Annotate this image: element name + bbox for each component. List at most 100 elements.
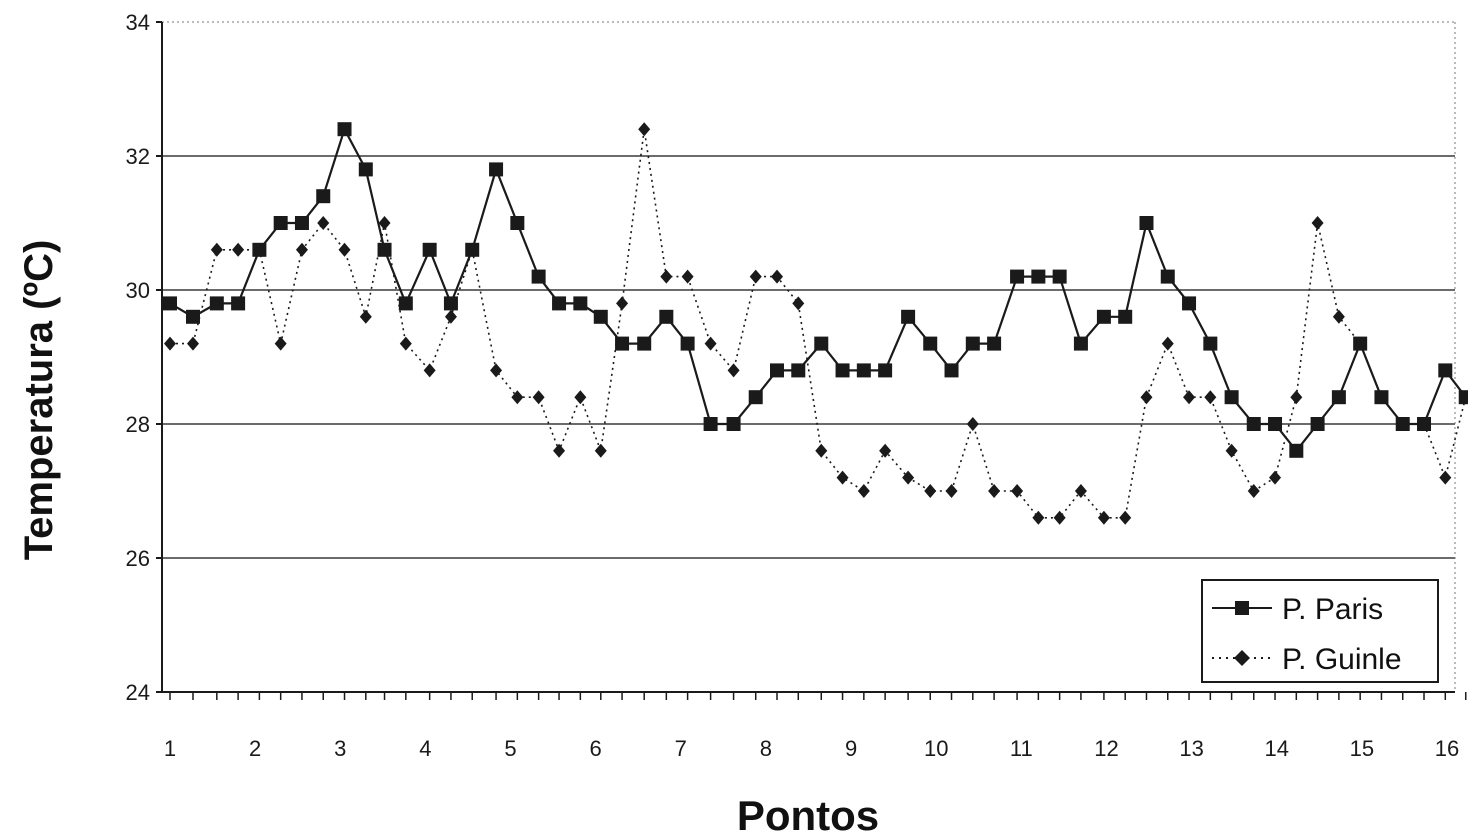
data-point-square — [814, 336, 829, 351]
data-point-diamond — [553, 443, 566, 458]
data-point-square — [573, 296, 588, 311]
x-tick-label: 13 — [1179, 736, 1203, 761]
data-point-square — [856, 363, 871, 378]
data-point-square — [1052, 269, 1067, 284]
data-point-diamond — [186, 336, 199, 351]
data-point-square — [878, 363, 893, 378]
data-point-square — [1438, 363, 1453, 378]
data-point-square — [726, 417, 741, 431]
data-point-diamond — [638, 122, 651, 137]
y-tick-label: 30 — [126, 278, 150, 303]
data-point-diamond — [1332, 309, 1345, 324]
data-point-diamond — [594, 443, 607, 458]
data-point-square — [489, 162, 504, 177]
data-point-diamond — [1140, 390, 1153, 405]
x-tick-label: 4 — [419, 736, 431, 761]
data-point-square — [770, 363, 785, 378]
data-point-square — [377, 242, 392, 257]
horizontal-gridlines — [162, 155, 1455, 559]
data-point-diamond — [444, 309, 457, 324]
data-point-diamond — [1354, 336, 1367, 351]
data-point-diamond — [274, 336, 287, 351]
data-point-diamond — [1074, 484, 1087, 498]
data-point-diamond — [792, 296, 805, 311]
data-point-square — [209, 296, 224, 311]
data-point-square — [316, 189, 331, 204]
data-point-square — [1073, 336, 1088, 351]
data-point-diamond — [1225, 443, 1238, 458]
data-point-square — [337, 122, 352, 137]
data-point-diamond — [771, 269, 784, 284]
y-tick-label: 26 — [126, 546, 150, 571]
series-0 — [163, 122, 1468, 458]
data-point-square — [791, 363, 806, 378]
x-tick-label: 5 — [504, 736, 516, 761]
data-point-square — [1096, 309, 1111, 324]
legend-guinle-label: P. Guinle — [1282, 643, 1402, 676]
data-point-diamond — [616, 296, 629, 311]
x-tick-label: 9 — [845, 736, 857, 761]
data-point-square — [593, 309, 608, 324]
data-point-diamond — [660, 269, 673, 284]
x-tick-label: 15 — [1350, 736, 1374, 761]
data-point-diamond — [1290, 390, 1303, 405]
data-point-square — [1310, 417, 1325, 431]
data-point-square — [510, 216, 525, 230]
data-point-square — [294, 216, 309, 230]
y-tick-label: 32 — [126, 144, 150, 169]
data-point-square — [1203, 336, 1218, 351]
data-point-square — [1031, 269, 1046, 284]
data-point-diamond — [966, 417, 979, 431]
y-tick-label: 34 — [126, 10, 150, 35]
data-point-square — [398, 296, 413, 311]
y-axis-title: Temperatura (ºC) — [17, 240, 61, 561]
data-point-diamond — [1311, 216, 1324, 230]
data-point-diamond — [1119, 510, 1132, 525]
series-line — [170, 129, 1467, 519]
data-point-square — [835, 363, 850, 378]
data-point-diamond — [574, 390, 587, 405]
data-point-square — [1289, 443, 1304, 458]
x-axis-tick-labels: 1 2 3 4 5 6 7 8 9 10 11 12 13 14 15 16 — [164, 736, 1459, 761]
data-point-square — [1331, 390, 1346, 405]
data-point-diamond — [490, 363, 503, 378]
data-point-diamond — [164, 336, 176, 351]
data-point-square — [358, 162, 373, 177]
x-tick-label: 16 — [1435, 736, 1459, 761]
series-1 — [164, 122, 1468, 525]
legend-guinle-marker — [1234, 650, 1250, 666]
data-point-diamond — [902, 470, 915, 485]
data-point-diamond — [1459, 390, 1468, 405]
data-point-square — [443, 296, 458, 311]
data-series — [163, 122, 1468, 525]
x-axis-title: Pontos — [737, 792, 879, 838]
data-point-diamond — [399, 336, 412, 351]
y-tick-label: 28 — [126, 412, 150, 437]
data-point-square — [680, 336, 695, 351]
data-point-square — [552, 296, 567, 311]
data-point-diamond — [359, 309, 372, 324]
data-point-square — [615, 336, 630, 351]
data-point-diamond — [1097, 510, 1110, 525]
data-point-diamond — [1161, 336, 1174, 351]
data-point-diamond — [295, 242, 308, 257]
data-point-diamond — [1204, 390, 1217, 405]
data-point-square — [659, 309, 674, 324]
data-point-square — [1224, 390, 1239, 405]
data-point-square — [923, 336, 938, 351]
data-point-diamond — [924, 484, 937, 498]
x-tick-label: 2 — [249, 736, 261, 761]
data-point-diamond — [1011, 484, 1024, 498]
data-point-square — [748, 390, 763, 405]
data-point-diamond — [1032, 510, 1045, 525]
data-point-diamond — [836, 470, 849, 485]
data-point-diamond — [317, 216, 330, 230]
data-point-diamond — [879, 443, 892, 458]
data-point-square — [944, 363, 959, 378]
data-point-square — [1139, 216, 1154, 230]
data-point-square — [965, 336, 980, 351]
x-tick-label: 7 — [675, 736, 687, 761]
data-point-square — [637, 336, 652, 351]
data-point-diamond — [681, 269, 694, 284]
x-tick-label: 11 — [1010, 736, 1033, 761]
